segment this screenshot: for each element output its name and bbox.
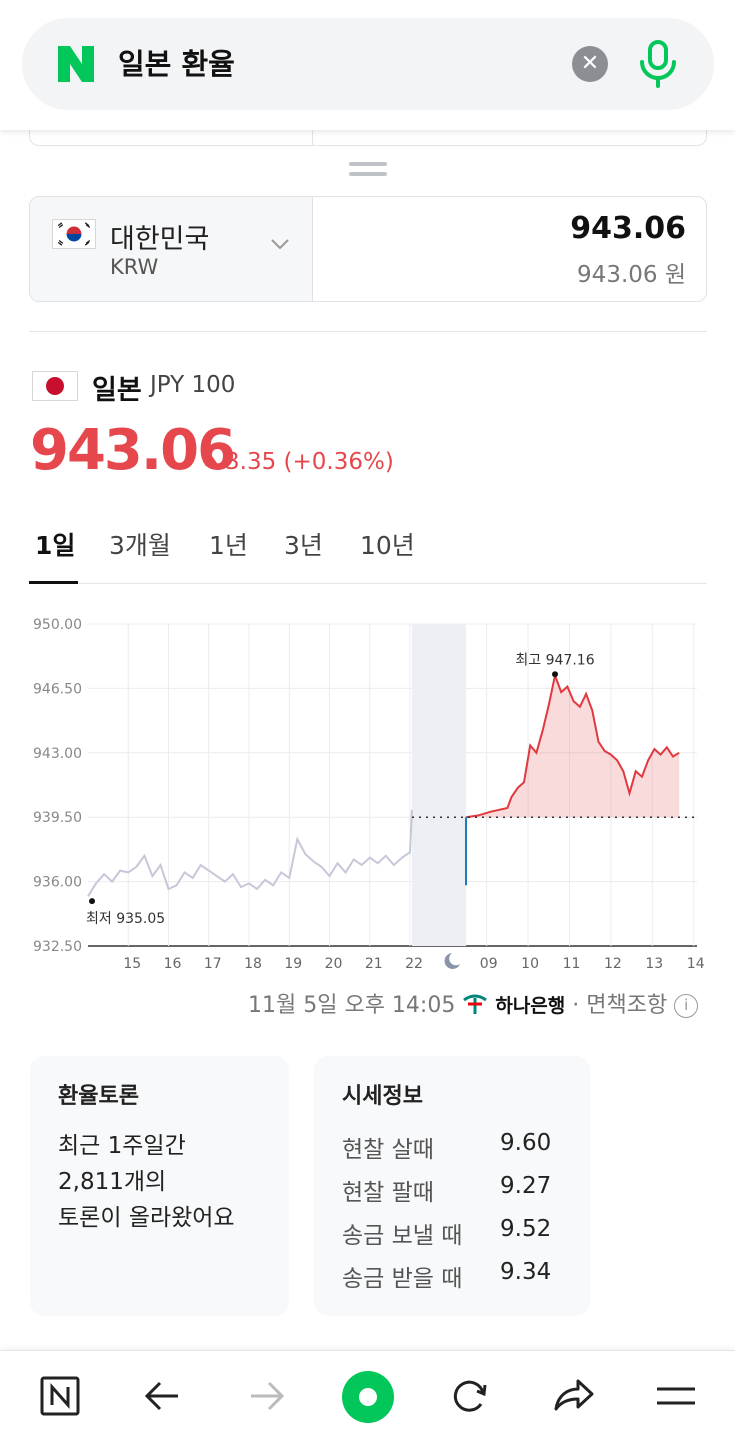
section-divider xyxy=(29,331,707,332)
currency-selector[interactable]: 대한민국 KRW xyxy=(30,197,313,301)
x-tick-label: 11 xyxy=(563,956,581,972)
source-line: 11월 5일 오후 14:05 하나은행 · 면책조항 i xyxy=(248,987,699,1019)
clear-icon[interactable]: ✕ xyxy=(572,46,608,82)
tab-10y[interactable]: 10년 xyxy=(360,531,415,560)
rate-change: 3.35 (+0.36%) xyxy=(205,449,394,475)
price-info-card[interactable]: 시세정보 현찰 살때 9.60 현찰 팔때 9.27 송금 보낼 때 9.52 … xyxy=(314,1056,590,1316)
discussion-title: 환율토론 xyxy=(58,1084,139,1109)
price-info-value: 9.52 xyxy=(500,1216,552,1242)
period-tabs: 1일 3개월 1년 3년 10년 xyxy=(29,520,707,584)
x-tick-label: 18 xyxy=(244,956,262,972)
price-info-label: 현찰 살때 xyxy=(342,1137,434,1163)
low-point xyxy=(89,898,96,905)
x-tick-label: 14 xyxy=(687,956,705,972)
tab-3m[interactable]: 3개월 xyxy=(109,531,171,560)
separator-dot: · xyxy=(572,993,580,1018)
x-tick-label: 22 xyxy=(405,956,423,972)
currency-unit: JPY 100 xyxy=(150,372,236,398)
y-tick-label: 943.00 xyxy=(33,746,82,762)
tab-1y[interactable]: 1년 xyxy=(209,531,248,560)
series-line-overnight xyxy=(87,809,413,897)
price-info-label: 현찰 팔때 xyxy=(342,1180,434,1206)
night-gap-band xyxy=(412,624,466,946)
refresh-icon[interactable] xyxy=(445,1371,495,1421)
price-info-value: 9.34 xyxy=(500,1259,552,1285)
discussion-card[interactable]: 환율토론 최근 1주일간 2,811개의 토론이 올라왔어요 xyxy=(30,1056,289,1316)
x-tick-label: 20 xyxy=(325,956,343,972)
moon-icon xyxy=(444,953,460,969)
price-info-title: 시세정보 xyxy=(342,1084,423,1109)
x-tick-label: 19 xyxy=(284,956,302,972)
converter-value-sub: 943.06 원 xyxy=(577,262,686,288)
converter-to: 대한민국 KRW 943.06 943.06 원 xyxy=(29,196,707,302)
discussion-line-2: 2,811개의 xyxy=(58,1169,167,1195)
microphone-icon[interactable] xyxy=(634,38,682,90)
y-tick-label: 939.50 xyxy=(33,810,82,826)
japan-flag-icon xyxy=(32,371,78,401)
converter-value[interactable]: 943.06 xyxy=(570,211,686,246)
tab-1d[interactable]: 1일 xyxy=(35,531,76,560)
korea-flag-icon xyxy=(52,219,96,249)
price-info-label: 송금 보낼 때 xyxy=(342,1223,463,1249)
forward-arrow-icon[interactable] xyxy=(241,1371,291,1421)
search-box[interactable]: 일본 환율 ✕ xyxy=(22,18,714,110)
menu-icon[interactable] xyxy=(651,1371,701,1421)
discussion-text: 최근 1주일간 2,811개의 토론이 올라왔어요 xyxy=(58,1128,235,1236)
share-icon[interactable] xyxy=(548,1371,598,1421)
rate-change-text: 3.35 (+0.36%) xyxy=(225,449,394,475)
naver-logo-icon[interactable] xyxy=(56,44,96,84)
converter-code: KRW xyxy=(110,255,159,279)
discussion-line-3: 토론이 올라왔어요 xyxy=(58,1205,235,1231)
price-info-label: 송금 받을 때 xyxy=(342,1266,463,1292)
tabs-divider xyxy=(29,583,707,584)
y-tick-label: 936.00 xyxy=(33,875,82,891)
swap-handle-icon[interactable] xyxy=(349,162,387,182)
x-tick-label: 12 xyxy=(604,956,622,972)
exchange-rate-chart[interactable]: 950.00 946.50 943.00 939.50 936.00 932.50 최고 9… xyxy=(0,600,735,990)
bank-name: 하나은행 xyxy=(495,995,566,1017)
x-tick-label: 13 xyxy=(645,956,663,972)
x-tick-label: 21 xyxy=(365,956,383,972)
high-point xyxy=(552,671,559,678)
series-line-day xyxy=(465,671,680,819)
x-tick-label: 10 xyxy=(521,956,539,972)
active-tab-indicator xyxy=(29,581,78,584)
x-tick-label: 09 xyxy=(480,956,498,972)
up-arrow-icon xyxy=(205,456,219,466)
x-tick-label: 15 xyxy=(123,956,141,972)
update-time: 11월 5일 오후 14:05 xyxy=(248,993,456,1018)
green-dot-icon[interactable] xyxy=(340,1369,396,1425)
price-info-value: 9.60 xyxy=(500,1130,552,1156)
search-header: 일본 환율 ✕ xyxy=(0,0,735,130)
converter-country: 대한민국 xyxy=(110,224,210,255)
y-tick-label: 932.50 xyxy=(33,939,82,955)
tab-3y[interactable]: 3년 xyxy=(284,531,323,560)
hana-bank-logo-icon xyxy=(463,994,488,1014)
x-tick-label: 17 xyxy=(204,956,222,972)
discussion-line-1: 최근 1주일간 xyxy=(58,1133,186,1159)
y-tick-label: 950.00 xyxy=(33,617,82,633)
search-input[interactable]: 일본 환율 xyxy=(118,47,235,81)
chevron-down-icon xyxy=(271,239,289,250)
exchange-rate: 943.06 xyxy=(30,418,236,483)
back-arrow-icon[interactable] xyxy=(138,1371,188,1421)
y-tick-label: 946.50 xyxy=(33,681,82,697)
disclaimer-link[interactable]: 면책조항 xyxy=(586,993,668,1018)
browser-bottom-bar xyxy=(0,1350,735,1440)
x-tick-label: 16 xyxy=(164,956,182,972)
info-icon[interactable]: i xyxy=(674,994,699,1018)
price-info-value: 9.27 xyxy=(500,1173,552,1199)
currency-name: 일본 xyxy=(92,375,142,406)
low-label: 최저 935.05 xyxy=(86,911,165,927)
naver-home-icon[interactable] xyxy=(35,1371,85,1421)
high-label: 최고 947.16 xyxy=(515,652,594,668)
